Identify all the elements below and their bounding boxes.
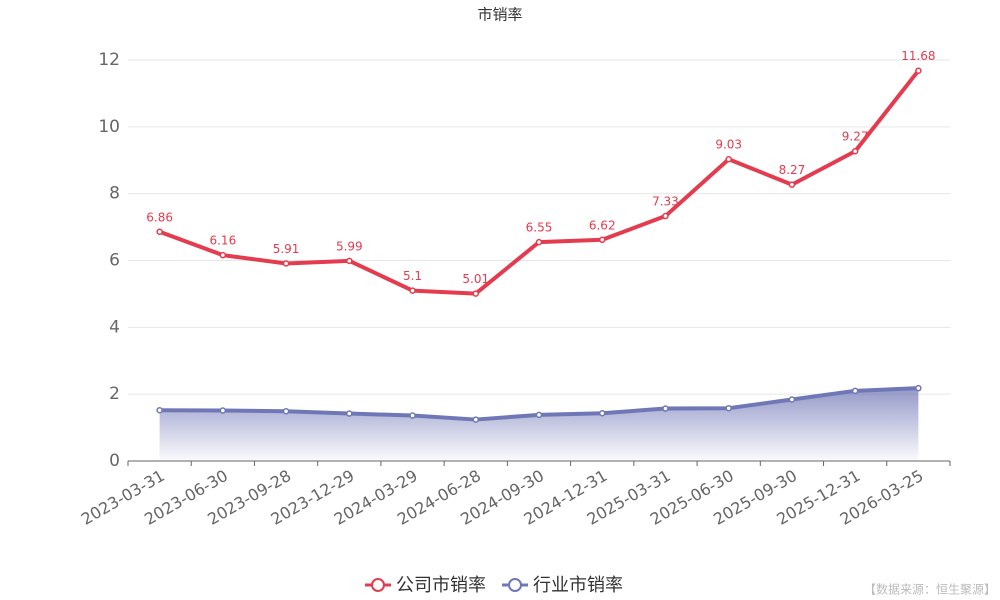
legend: 公司市销率 行业市销率	[365, 575, 623, 596]
value-label: 5.91	[273, 242, 300, 256]
value-label: 6.62	[589, 218, 616, 232]
point	[662, 212, 669, 220]
point	[725, 404, 732, 412]
point	[472, 290, 480, 297]
point	[219, 251, 227, 259]
point	[346, 257, 353, 265]
legend-marker	[371, 578, 385, 592]
value-label: 11.68	[901, 49, 935, 63]
point	[156, 406, 163, 414]
source-note: 【数据来源：恒生聚源】	[864, 582, 996, 597]
value-label: 8.27	[779, 163, 806, 177]
point	[535, 238, 543, 246]
y-tick-label: 0	[109, 451, 120, 471]
point	[346, 410, 353, 417]
point	[851, 147, 859, 155]
value-label: 5.1	[403, 269, 422, 283]
point	[219, 407, 227, 414]
value-label: 6.86	[146, 210, 173, 224]
value-label: 9.03	[715, 138, 742, 152]
point	[409, 287, 416, 294]
area	[159, 388, 919, 461]
point	[915, 384, 922, 392]
point	[788, 396, 796, 403]
point	[156, 228, 163, 236]
y-tick-label: 8	[109, 184, 120, 204]
y-tick-label: 6	[109, 251, 120, 271]
point	[851, 387, 859, 395]
point	[598, 236, 606, 244]
point	[409, 412, 416, 419]
value-label: 6.55	[526, 221, 553, 235]
point	[788, 181, 796, 188]
legend-label: 公司市销率	[396, 575, 486, 596]
y-tick-label: 10	[98, 117, 120, 137]
point	[535, 411, 543, 419]
y-tick-label: 2	[109, 384, 120, 404]
value-label: 5.01	[462, 272, 489, 286]
legend-marker	[508, 578, 522, 592]
point	[598, 409, 606, 417]
value-label: 9.27	[842, 130, 869, 144]
point	[662, 405, 669, 412]
y-tick-label: 12	[98, 50, 120, 70]
point	[472, 416, 480, 423]
y-tick-label: 4	[109, 317, 120, 337]
point	[915, 67, 922, 74]
point	[282, 407, 290, 415]
point	[282, 260, 290, 267]
point	[725, 155, 732, 163]
legend-label: 行业市销率	[533, 575, 623, 596]
value-label: 7.33	[652, 195, 679, 209]
value-label: 6.16	[209, 234, 236, 248]
value-label: 5.99	[336, 239, 363, 253]
chart-title: 市销率	[477, 6, 522, 24]
